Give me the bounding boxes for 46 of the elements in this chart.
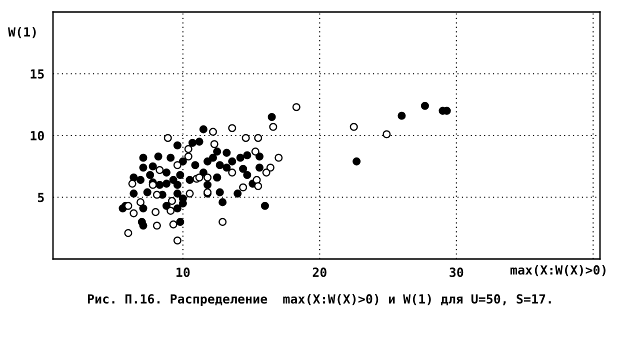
point [156,166,164,174]
point [173,161,182,170]
point [266,164,274,172]
point [164,134,172,142]
point [274,154,283,162]
y-axis-title: W(1) [8,26,36,38]
point [128,180,136,188]
point [168,196,176,205]
point [292,103,300,112]
point [239,183,248,192]
point [184,152,192,161]
point [186,190,194,198]
point [251,148,260,156]
text: Рис. П.16. Распределение max(X:W(X)>0) и W(1) для U=50, S=17. [88,294,551,306]
point [350,122,358,131]
point [136,198,145,206]
point [254,134,262,142]
point [262,168,270,177]
x-tick-label: 20 [312,268,326,278]
y-tick-label: 10 [30,130,44,140]
point [195,173,204,182]
y-tick-label: 5 [38,192,44,202]
point [173,236,182,244]
point [242,134,250,142]
point [254,182,262,190]
point [228,124,236,132]
y-tick-label: 15 [30,69,44,79]
point [124,229,132,238]
point [152,208,160,216]
point [228,168,236,177]
point [124,202,132,210]
x-axis-title: max(X:W(X)>0) [510,264,606,276]
point [210,140,218,148]
point [169,220,178,228]
point [218,218,227,226]
x-tick-label: 10 [176,268,190,278]
point [184,145,192,154]
point [204,173,212,182]
point [208,128,218,136]
point [152,222,161,230]
point [166,206,175,215]
point [152,190,161,199]
point [269,122,278,131]
x-tick-label: 30 [450,268,464,278]
point [382,130,391,138]
point [130,209,138,218]
